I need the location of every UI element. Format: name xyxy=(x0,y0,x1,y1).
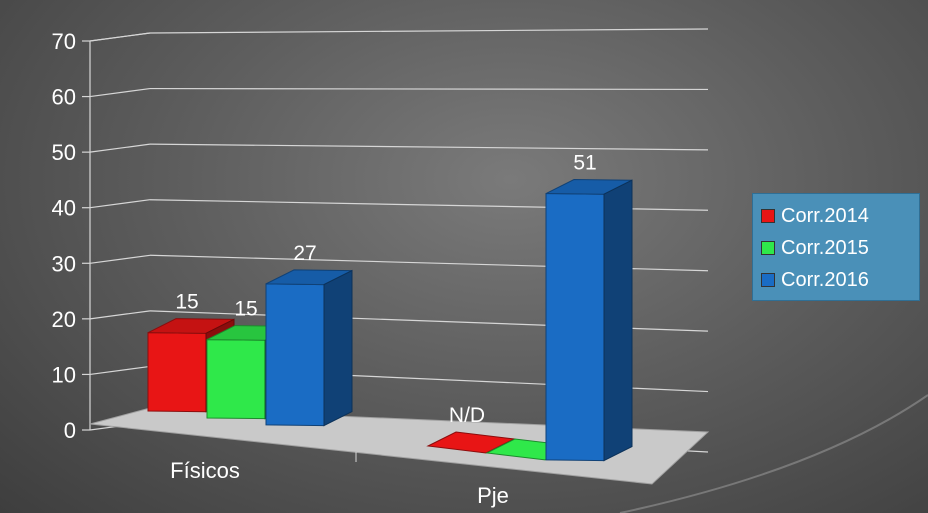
gridline-50 xyxy=(149,143,709,151)
x-category-label-0: Físicos xyxy=(170,458,240,483)
y-tick-label-0: 0 xyxy=(64,418,76,443)
legend-item-corr-2015: Corr.2015 xyxy=(761,232,913,264)
gridline-connector-40 xyxy=(89,199,151,209)
y-tick-label-30: 30 xyxy=(52,251,76,276)
bar-corr-2016-0 xyxy=(265,283,325,427)
bar-corr-2015-0 xyxy=(206,339,266,420)
gridline-70 xyxy=(149,28,709,34)
legend-item-corr-2014: Corr.2014 xyxy=(761,200,913,232)
y-tick-label-10: 10 xyxy=(52,362,76,387)
bar-corr-2016-1 xyxy=(545,193,605,462)
bar-corr-2016-1-side xyxy=(603,179,633,462)
gridline-connector-30 xyxy=(89,254,151,264)
y-tick-label-60: 60 xyxy=(52,85,76,110)
legend-item-corr-2016: Corr.2016 xyxy=(761,264,913,296)
legend-label: Corr.2015 xyxy=(781,236,869,259)
gridline-60 xyxy=(149,87,709,91)
gridline-connector-60 xyxy=(89,87,151,98)
legend-swatch xyxy=(761,241,775,255)
bar-corr-2016-0-side xyxy=(323,269,353,427)
gridline-connector-20 xyxy=(89,310,151,320)
y-tick-label-20: 20 xyxy=(52,307,76,332)
legend: Corr.2014 Corr.2015 Corr.2016 xyxy=(752,193,920,301)
data-label-corr-2016-0: 27 xyxy=(293,242,316,265)
data-label-corr-2015-0: 15 xyxy=(234,298,257,321)
data-label-corr-2014-0: 15 xyxy=(175,291,198,314)
y-axis-top xyxy=(89,32,151,42)
legend-swatch xyxy=(761,209,775,223)
legend-label: Corr.2016 xyxy=(781,268,869,291)
legend-swatch xyxy=(761,273,775,287)
gridline-connector-50 xyxy=(89,143,151,153)
x-category-label-1: Pje xyxy=(477,483,509,508)
y-tick-label-40: 40 xyxy=(52,196,76,221)
y-tick-label-70: 70 xyxy=(52,29,76,54)
bar-corr-2014-0 xyxy=(147,332,207,413)
legend-label: Corr.2014 xyxy=(781,204,869,227)
data-label-corr-2014-1: N/D xyxy=(449,404,485,427)
data-label-corr-2016-1: 51 xyxy=(573,152,596,175)
y-tick-label-50: 50 xyxy=(52,140,76,165)
gridline-connector-10 xyxy=(89,365,151,376)
